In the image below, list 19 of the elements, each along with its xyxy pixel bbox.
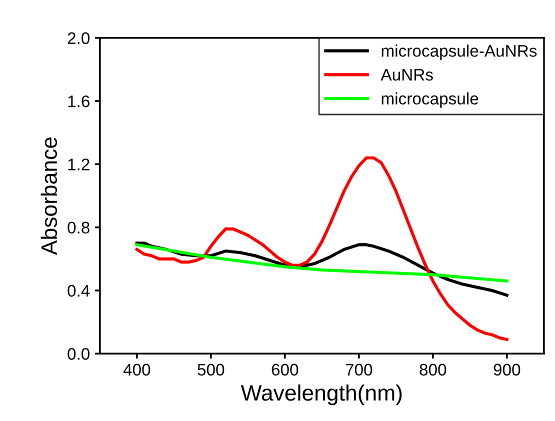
- y-tick-label: 1.6: [68, 95, 90, 108]
- y-tick-label: 0.0: [68, 348, 90, 360]
- y-tick-label: 2.0: [68, 32, 90, 44]
- legend-label: microcapsule: [382, 92, 478, 108]
- y-axis-title: Absorbance: [40, 137, 58, 256]
- line-series: [135, 243, 508, 283]
- legend-label: microcapsule-AuNRs: [382, 44, 537, 60]
- y-tick-label: 0.4: [68, 284, 90, 297]
- x-tick-label: 600: [272, 364, 298, 376]
- x-tick-label: 800: [420, 364, 446, 376]
- y-tick-label: 0.8: [68, 222, 90, 234]
- x-tick-label: 700: [346, 364, 372, 376]
- line-series: [135, 156, 508, 341]
- y-tick-label: 1.2: [68, 158, 90, 170]
- legend-label: AuNRs: [380, 69, 433, 81]
- x-axis-title: Wavelength(nm): [240, 384, 402, 406]
- x-tick-label: 900: [494, 364, 520, 376]
- x-tick-label: 500: [198, 364, 224, 376]
- x-tick-label: 400: [123, 364, 150, 376]
